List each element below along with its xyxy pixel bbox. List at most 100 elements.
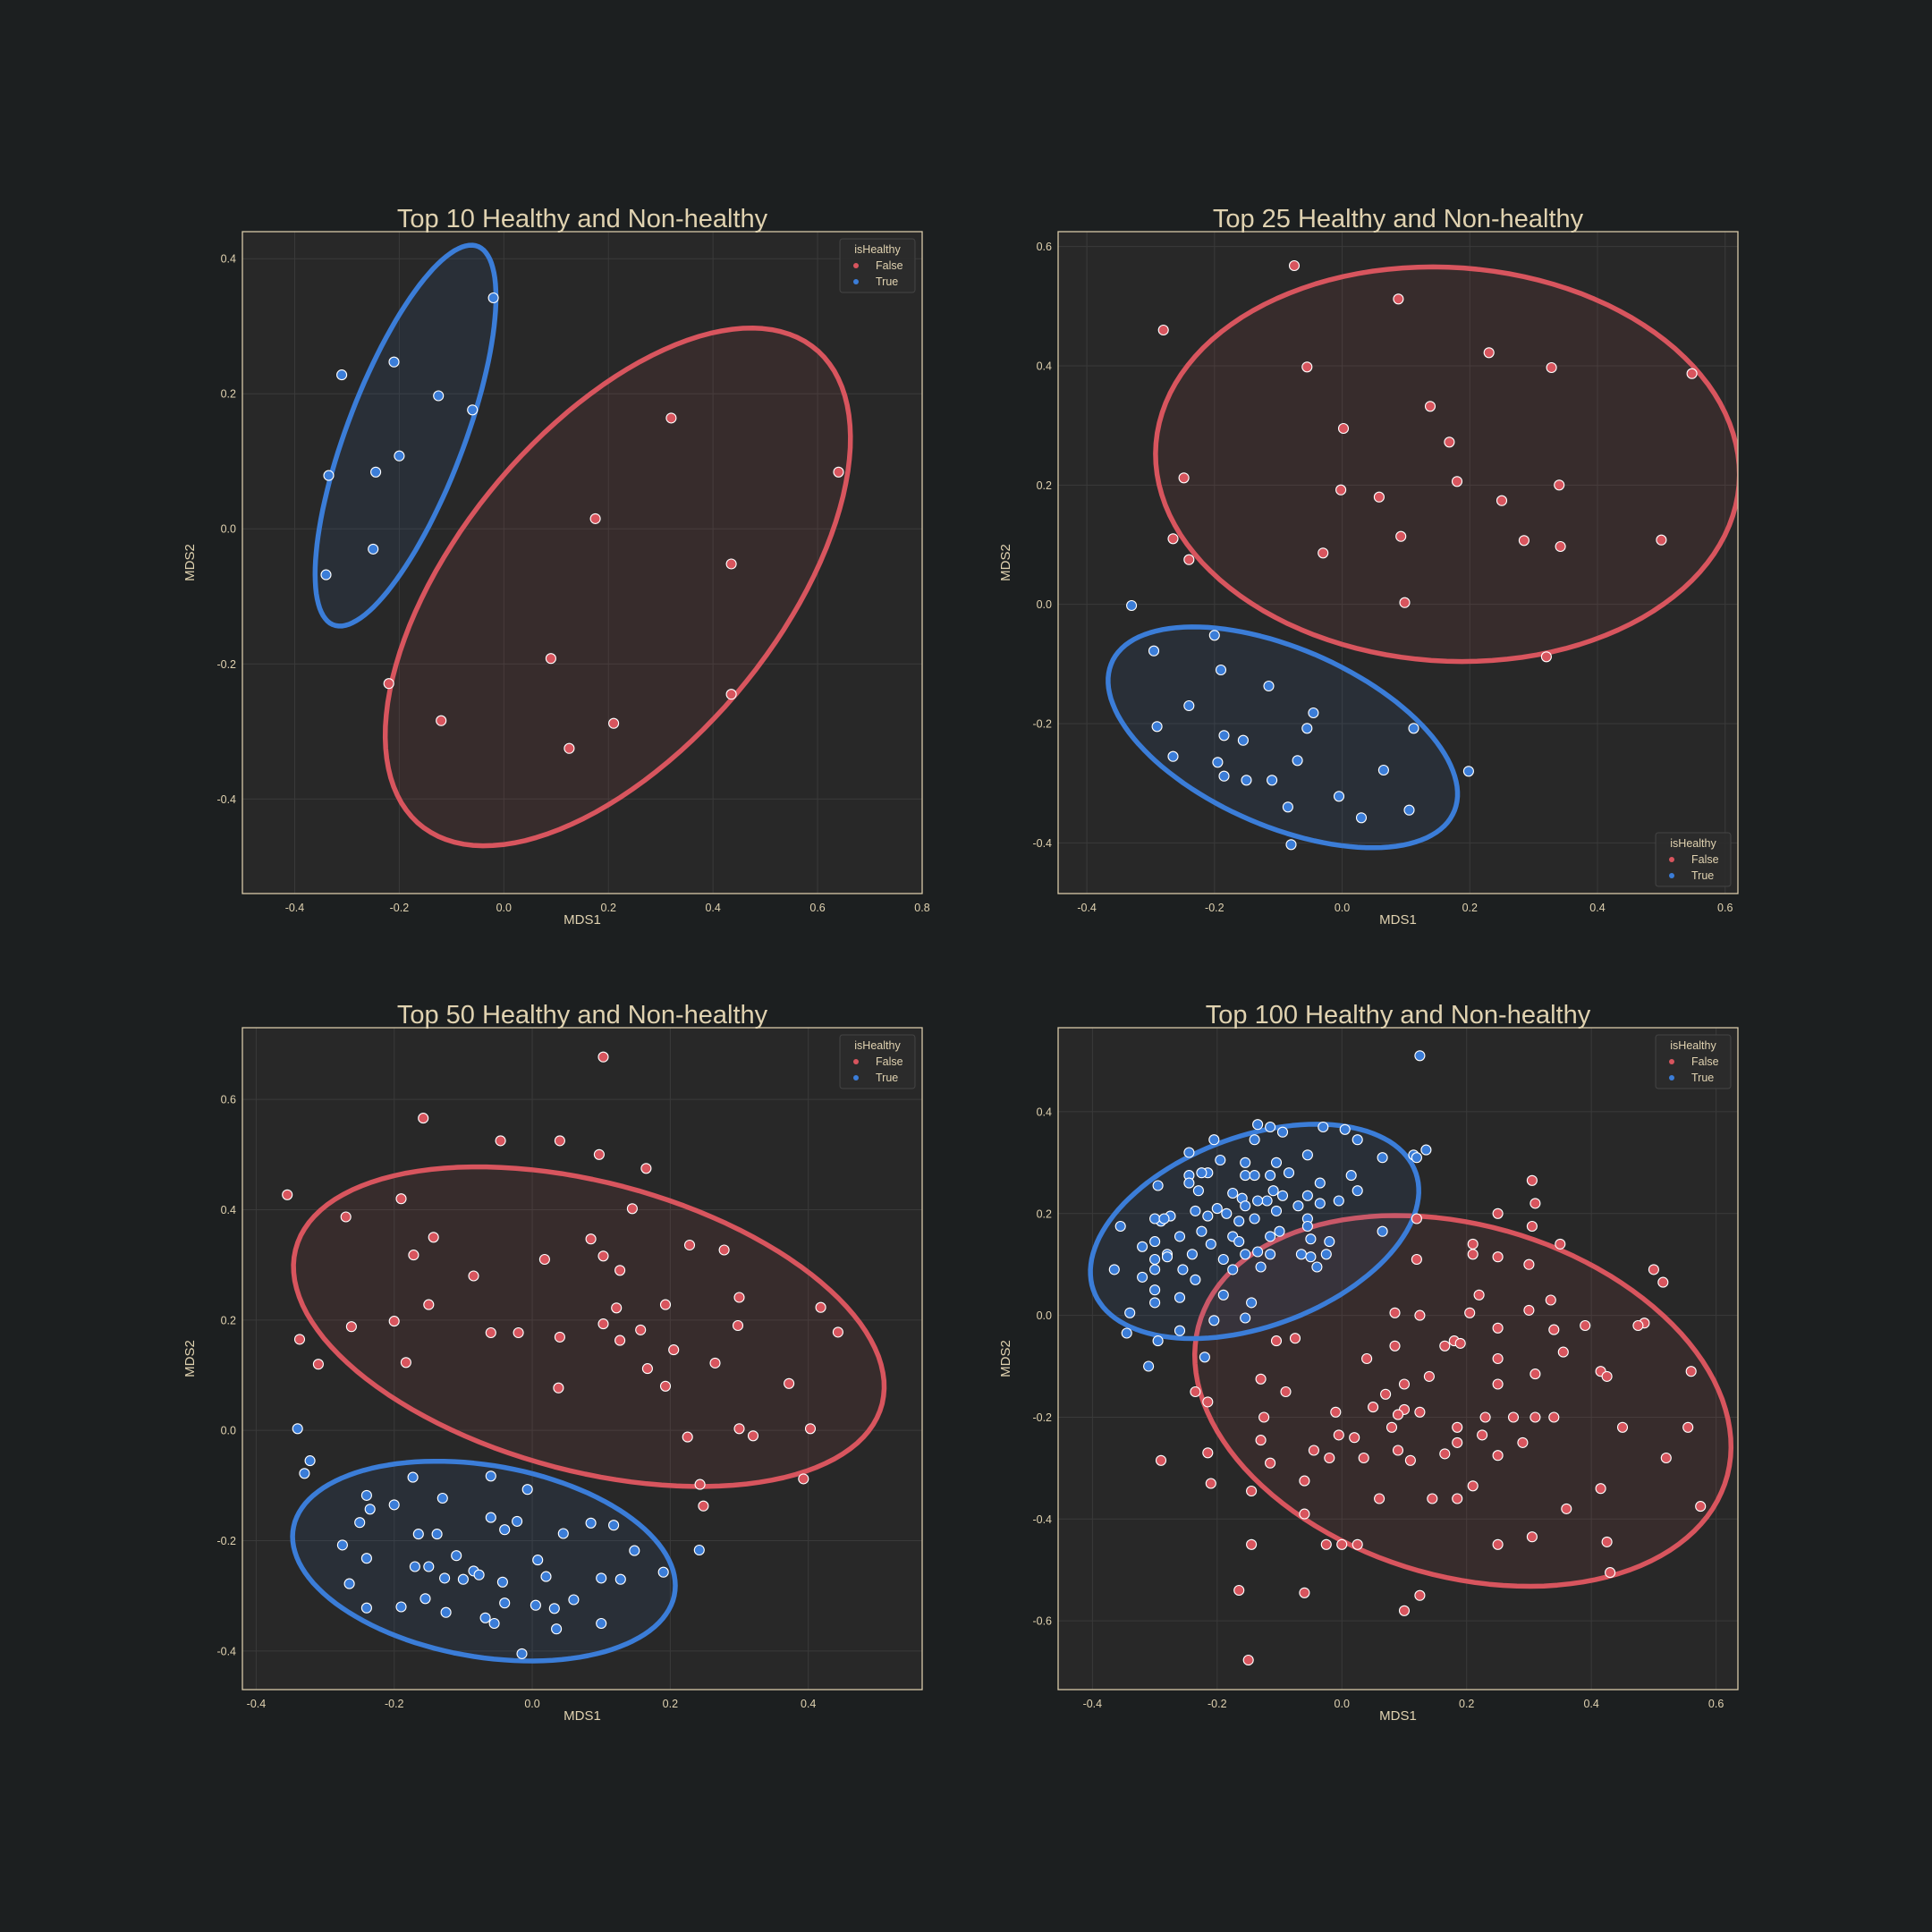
data-point-false — [1526, 1220, 1538, 1233]
data-point-true — [320, 569, 332, 580]
confidence-ellipse-true — [1106, 624, 1461, 851]
data-point-true — [1241, 775, 1252, 786]
data-point-true — [409, 1561, 420, 1572]
x-tick-label: -0.2 — [390, 902, 410, 914]
data-point-true — [1301, 1190, 1313, 1201]
x-tick-label: 0.4 — [705, 902, 720, 914]
data-point-false — [538, 1253, 550, 1266]
data-point-true — [1308, 707, 1319, 719]
data-point-false — [1518, 535, 1530, 547]
data-point-true — [1305, 1233, 1317, 1245]
data-point-false — [1507, 1411, 1520, 1423]
data-point-true — [1215, 1154, 1226, 1166]
data-point-false — [1330, 1406, 1342, 1418]
data-point-false — [1190, 1385, 1201, 1398]
data-point-true — [1217, 1253, 1229, 1266]
data-point-true — [336, 369, 348, 381]
x-axis-label: MDS1 — [564, 912, 601, 928]
data-point-false — [784, 1377, 795, 1389]
data-point-false — [833, 466, 844, 478]
x-axis-label: MDS1 — [1379, 912, 1417, 928]
data-point-false — [608, 717, 620, 729]
data-point-true — [1339, 1123, 1351, 1135]
data-point-true — [440, 1606, 452, 1618]
data-point-true — [1252, 1195, 1264, 1207]
data-point-false — [1557, 1346, 1569, 1358]
legend-box — [1655, 1034, 1732, 1089]
data-point-true — [1158, 1213, 1170, 1224]
data-point-true — [433, 390, 445, 402]
legend-marker-false — [853, 263, 859, 268]
data-point-true — [1233, 1216, 1245, 1227]
data-point-false — [1657, 1276, 1669, 1288]
y-tick-label: -0.2 — [216, 1535, 236, 1547]
y-tick-label: -0.4 — [1032, 837, 1052, 850]
data-point-false — [1616, 1421, 1629, 1433]
legend-title: isHealthy — [854, 243, 901, 256]
data-point-false — [1398, 1605, 1411, 1616]
data-point-false — [798, 1473, 809, 1485]
data-point-true — [551, 1623, 563, 1635]
data-point-true — [1355, 812, 1368, 824]
data-point-true — [1208, 630, 1220, 641]
data-point-false — [1554, 479, 1565, 491]
legend-marker-false — [1669, 1059, 1674, 1064]
data-point-true — [1124, 1307, 1136, 1318]
data-point-false — [383, 678, 394, 690]
data-point-false — [1414, 1589, 1426, 1601]
data-point-false — [1392, 1445, 1404, 1456]
legend: isHealthy False True — [839, 238, 916, 293]
plot-layer — [1106, 259, 1738, 851]
data-point-false — [1467, 1480, 1479, 1492]
x-tick-label: 0.2 — [1459, 1698, 1474, 1710]
data-point-false — [423, 1299, 435, 1310]
data-point-false — [1452, 1421, 1463, 1433]
data-point-false — [554, 1135, 565, 1147]
data-point-true — [629, 1545, 640, 1556]
data-point-true — [1183, 1147, 1195, 1158]
legend-label-false: False — [1691, 1055, 1719, 1068]
data-point-true — [431, 1529, 443, 1540]
data-point-false — [1545, 1294, 1556, 1306]
legend-box — [839, 1034, 916, 1089]
data-point-false — [1258, 1411, 1270, 1423]
data-point-false — [388, 1316, 400, 1327]
data-point-false — [1404, 1454, 1416, 1466]
data-point-false — [1374, 1493, 1385, 1504]
data-point-true — [499, 1524, 511, 1536]
data-point-false — [1270, 1335, 1283, 1347]
data-point-false — [1496, 495, 1508, 506]
data-point-false — [1318, 547, 1329, 559]
data-point-false — [1336, 1538, 1348, 1550]
data-point-false — [1398, 1378, 1411, 1390]
data-point-true — [1190, 1274, 1201, 1285]
legend-marker-true — [1669, 1075, 1674, 1080]
data-point-true — [1267, 775, 1278, 786]
data-point-true — [1221, 1208, 1233, 1219]
data-point-false — [1548, 1411, 1560, 1423]
data-point-false — [1301, 361, 1313, 373]
data-point-true — [1240, 1200, 1251, 1212]
y-tick-label: 0.4 — [1037, 1106, 1052, 1118]
legend: isHealthy False True — [1655, 832, 1732, 887]
data-point-false — [1467, 1238, 1479, 1250]
legend-marker-true — [853, 1075, 859, 1080]
x-tick-label: 0.2 — [663, 1698, 678, 1710]
data-point-true — [354, 1517, 366, 1529]
data-point-false — [659, 1299, 672, 1310]
legend: isHealthy False True — [839, 1034, 916, 1089]
data-point-false — [733, 1292, 745, 1303]
data-point-true — [585, 1517, 597, 1529]
data-point-false — [1685, 1366, 1697, 1377]
x-tick-label: 0.0 — [524, 1698, 539, 1710]
data-point-false — [1523, 1258, 1535, 1270]
data-point-true — [1265, 1231, 1276, 1242]
data-point-false — [1324, 1452, 1335, 1464]
data-point-false — [1255, 1435, 1267, 1446]
data-point-true — [1318, 1121, 1329, 1133]
data-point-false — [1492, 1251, 1504, 1263]
data-point-true — [596, 1572, 607, 1584]
y-tick-label: 0.4 — [221, 253, 236, 266]
data-point-true — [1462, 766, 1474, 777]
